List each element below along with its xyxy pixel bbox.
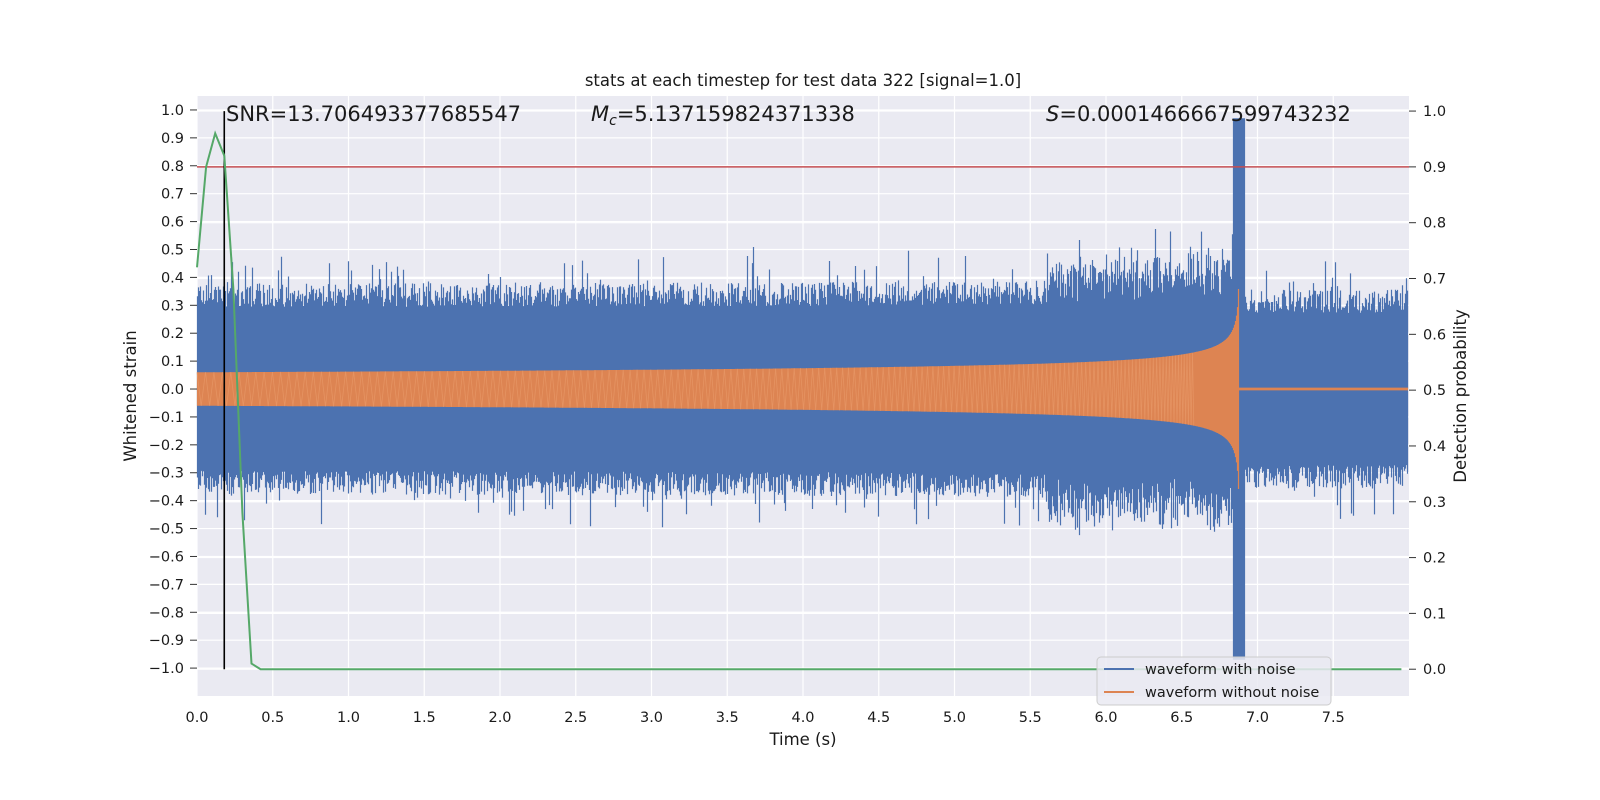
y-left-tick-label-16: −0.6 (149, 549, 184, 565)
y-left-tick-label-8: 0.2 (161, 326, 184, 342)
y-right-tick-label-10: 0.0 (1423, 662, 1446, 678)
y-left-tick-label-19: −0.9 (149, 633, 184, 649)
chirp-mass-symbol: M (591, 102, 609, 126)
y-left-tick-label-17: −0.7 (149, 577, 184, 593)
s-value: =0.0001466667599743232 (1059, 102, 1351, 126)
legend: waveform with noise waveform without noi… (1096, 656, 1332, 706)
x-tick-label-5: 2.5 (564, 710, 587, 726)
y-axis-right-label: Detection probability (1451, 309, 1470, 483)
x-tick-label-9: 4.5 (867, 710, 890, 726)
chirp-mass-value: =5.137159824371338 (617, 102, 855, 126)
legend-label-clean: waveform without noise (1145, 685, 1319, 701)
y-left-tick-label-7: 0.3 (161, 298, 184, 314)
x-tick-label-8: 4.0 (791, 710, 814, 726)
y-left-tick-label-12: −0.2 (149, 438, 184, 454)
y-right-tick-label-8: 0.2 (1423, 551, 1446, 567)
y-left-tick-label-11: −0.1 (149, 410, 184, 426)
x-tick-label-13: 6.5 (1170, 710, 1193, 726)
chirp-oscillation-line (196, 352, 1195, 426)
y-right-tick-label-1: 0.9 (1423, 160, 1446, 176)
y-left-tick-label-1: 0.9 (161, 131, 184, 147)
y-right-tick-label-7: 0.3 (1423, 495, 1446, 511)
legend-box (1096, 656, 1332, 706)
x-axis-label: Time (s) (768, 730, 836, 749)
y-right-tick-label-0: 1.0 (1423, 104, 1446, 120)
y-left-tick-label-2: 0.8 (161, 159, 184, 175)
x-tick-label-0: 0.0 (185, 710, 208, 726)
y-right-tick-label-2: 0.8 (1423, 216, 1446, 232)
y-left-tick-label-0: 1.0 (161, 103, 184, 119)
legend-label-noise: waveform with noise (1145, 662, 1296, 678)
y-right-tick-label-5: 0.5 (1423, 383, 1446, 399)
y-left-tick-label-14: −0.4 (149, 494, 184, 510)
x-tick-label-14: 7.0 (1246, 710, 1269, 726)
x-tick-label-1: 0.5 (261, 710, 284, 726)
x-tick-label-6: 3.0 (640, 710, 663, 726)
y-right-tick-label-3: 0.7 (1423, 272, 1446, 288)
y-right-tick-label-4: 0.6 (1423, 327, 1446, 343)
y-left-tick-label-15: −0.5 (149, 522, 184, 538)
y-left-tick-label-9: 0.1 (161, 354, 184, 370)
y-right-tick-label-6: 0.4 (1423, 439, 1446, 455)
y-left-tick-label-18: −0.8 (149, 605, 184, 621)
series-overlays (196, 111, 1409, 671)
y-left-tick-label-13: −0.3 (149, 466, 184, 482)
ticks: 0.0 0.5 1.0 1.5 2.0 2.5 3.0 3.5 4.0 4.5 5.0 5.5 6.0 6… (149, 103, 1446, 726)
y-left-tick-label-20: −1.0 (149, 661, 184, 677)
y-left-tick-label-10: 0.0 (161, 382, 184, 398)
x-tick-label-11: 5.5 (1019, 710, 1042, 726)
chirp-mass-subscript: c (609, 113, 617, 129)
chirp-mass-annotation: Mc=5.137159824371338 (591, 102, 855, 129)
x-tick-label-10: 5.0 (943, 710, 966, 726)
y-left-tick-label-3: 0.7 (161, 187, 184, 203)
y-axis-left-label: Whitened strain (121, 330, 140, 461)
x-tick-label-2: 1.0 (337, 710, 360, 726)
x-tick-label-7: 3.5 (716, 710, 739, 726)
s-symbol: S (1046, 102, 1059, 126)
x-tick-label-3: 1.5 (413, 710, 436, 726)
y-left-tick-label-4: 0.6 (161, 215, 184, 231)
x-tick-label-12: 6.0 (1094, 710, 1117, 726)
detection-probability-line (196, 130, 1402, 671)
s-annotation: S=0.0001466667599743232 (1046, 102, 1351, 126)
snr-annotation: SNR=13.706493377685547 (226, 102, 521, 126)
x-tick-label-4: 2.0 (488, 710, 511, 726)
x-tick-label-15: 7.5 (1322, 710, 1345, 726)
y-left-tick-label-6: 0.4 (161, 270, 184, 286)
y-right-tick-label-9: 0.1 (1423, 606, 1446, 622)
y-left-tick-label-5: 0.5 (161, 242, 184, 258)
chart-title: stats at each timestep for test data 322… (585, 71, 1021, 90)
